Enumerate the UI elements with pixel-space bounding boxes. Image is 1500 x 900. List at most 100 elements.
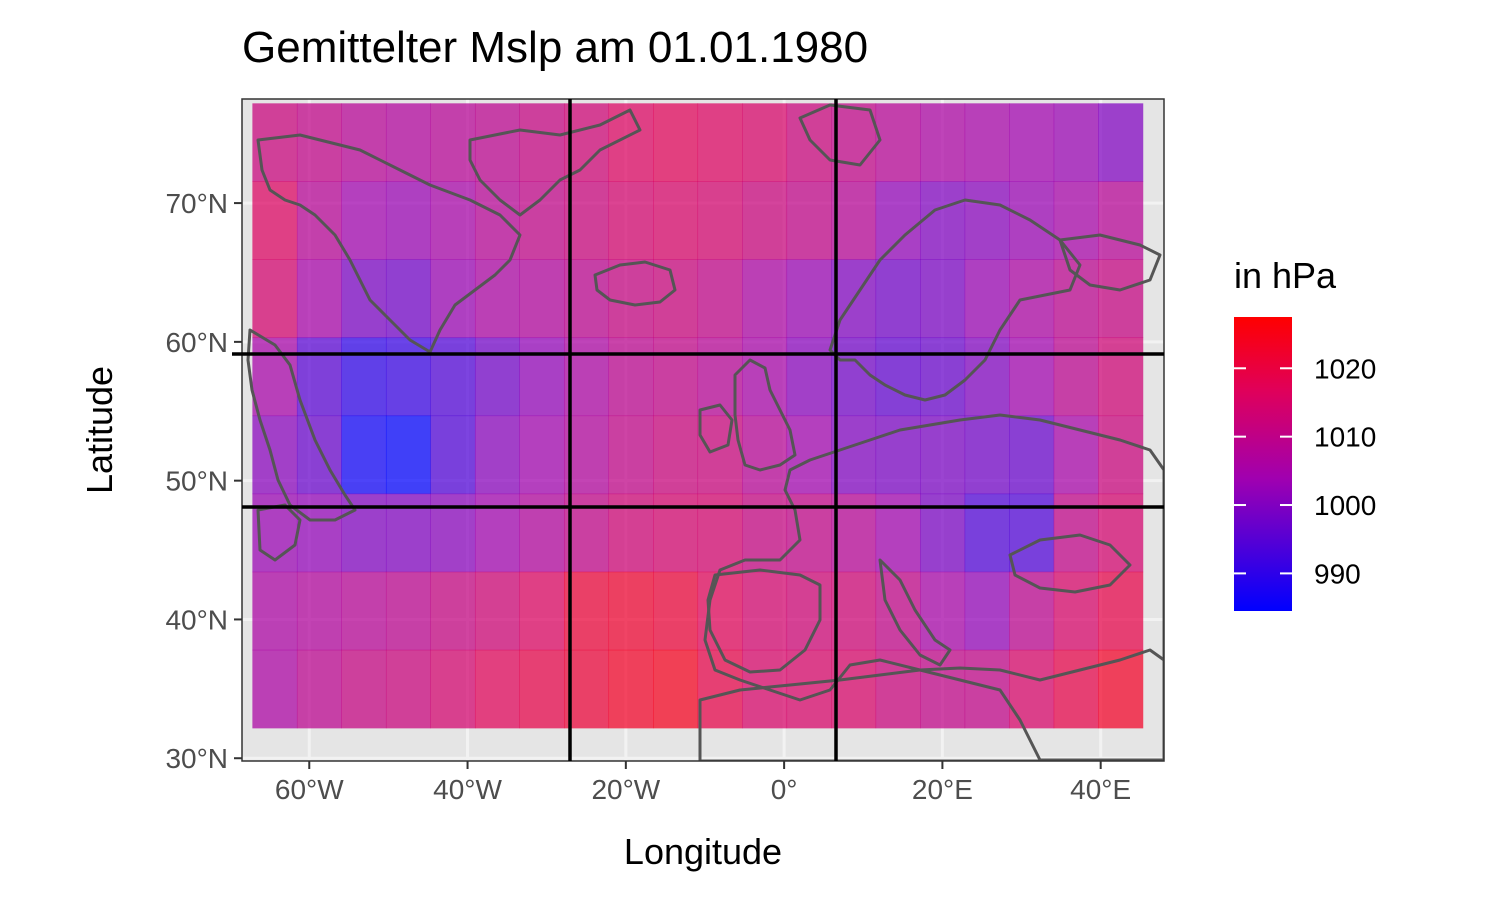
- heatmap-cell: [742, 337, 788, 417]
- y-tick-label: 70°N: [165, 188, 228, 219]
- heatmap-cell: [964, 337, 1010, 417]
- heatmap-cell: [474, 103, 520, 182]
- x-tick-label: 60°W: [275, 774, 344, 805]
- heatmap-cell: [875, 181, 921, 260]
- x-tick-label: 20°W: [591, 774, 660, 805]
- heatmap-cell: [474, 649, 520, 729]
- heatmap-cell: [697, 259, 743, 339]
- heatmap-cell: [697, 415, 743, 495]
- heatmap-cell: [296, 649, 342, 729]
- heatmap-cell: [252, 571, 298, 651]
- heatmap-cell: [385, 415, 431, 495]
- heatmap-cell: [341, 415, 387, 495]
- heatmap-cell: [296, 337, 342, 417]
- legend-ticks: 990 1000 1010 1020: [1234, 353, 1376, 589]
- heatmap-cell: [742, 103, 788, 182]
- y-axis-title: Latitude: [79, 366, 120, 494]
- heatmap-cell: [875, 259, 921, 339]
- heatmap-cell: [519, 103, 565, 182]
- legend-colorbar: [1234, 317, 1292, 611]
- x-tick-label: 20°E: [912, 774, 973, 805]
- heatmap-cell: [742, 415, 788, 495]
- coastline-greenland: [256, 133, 522, 354]
- heatmap-cell: [697, 103, 743, 182]
- heatmap-cell: [920, 259, 966, 339]
- heatmap-cell: [430, 337, 476, 417]
- heatmap-cell: [1053, 571, 1099, 651]
- heatmap-cell: [252, 415, 298, 495]
- heatmap-cell: [608, 415, 654, 495]
- heatmap-cell: [608, 649, 654, 729]
- heatmap-cell: [1009, 103, 1055, 182]
- heatmap-cell: [474, 337, 520, 417]
- heatmap-cell: [608, 181, 654, 260]
- heatmap-cell: [831, 181, 877, 260]
- coastline-black-sea: [1008, 533, 1132, 594]
- legend-tick-label: 990: [1314, 558, 1361, 589]
- heatmap-cell: [875, 103, 921, 182]
- heatmap-cell: [1098, 337, 1144, 417]
- panel-border: [241, 98, 1165, 762]
- heatmap-cell: [296, 415, 342, 495]
- heatmap-cell: [964, 181, 1010, 260]
- heatmap-cell: [519, 571, 565, 651]
- heatmap-cell: [341, 181, 387, 260]
- color-legend: in hPa 990 1000 1010 1020: [1234, 255, 1376, 611]
- heatmap-cell: [252, 103, 298, 182]
- heatmap-cell: [786, 181, 832, 260]
- heatmap-cell: [252, 337, 298, 417]
- coastline-north-africa: [698, 648, 1164, 761]
- heatmap-cell: [430, 103, 476, 182]
- coastline-newfoundland: [256, 503, 302, 562]
- heatmap-cell: [252, 649, 298, 729]
- heatmap-cell: [920, 571, 966, 651]
- heatmap-cell: [385, 181, 431, 260]
- heatmap-cell: [742, 571, 788, 651]
- heatmap-cell: [831, 103, 877, 182]
- coastline-iceland: [593, 260, 677, 307]
- heatmap-cell: [519, 259, 565, 339]
- axes: 60°W 40°W 20°W 0° 20°E 40°E 30°N 40°N 50°N 60°N 70…: [165, 188, 1131, 805]
- heatmap-cell: [1053, 415, 1099, 495]
- heatmap-cell: [653, 337, 699, 417]
- heatmap-cell: [1098, 259, 1144, 339]
- legend-tick-label: 1020: [1314, 353, 1376, 384]
- heatmap-cell: [964, 649, 1010, 729]
- heatmap-cell: [474, 571, 520, 651]
- heatmap-cell: [385, 571, 431, 651]
- heatmap-cell: [296, 571, 342, 651]
- x-tick-label: 40°W: [433, 774, 502, 805]
- coastline-iberia: [706, 568, 822, 674]
- heatmap-cell: [341, 337, 387, 417]
- heatmap-cell: [430, 571, 476, 651]
- heatmap-cell: [1009, 337, 1055, 417]
- heatmap-cell: [964, 103, 1010, 182]
- legend-title: in hPa: [1234, 255, 1337, 296]
- heatmap-cell: [519, 649, 565, 729]
- heatmap-cell: [920, 337, 966, 417]
- heatmap-cell: [296, 259, 342, 339]
- heatmap-cell: [474, 415, 520, 495]
- heatmap-cell: [385, 649, 431, 729]
- heatmap-cell: [653, 571, 699, 651]
- heatmap-cell: [697, 649, 743, 729]
- x-tick-label: 0°: [771, 774, 798, 805]
- heatmap-cell: [831, 571, 877, 651]
- heatmap-cell: [608, 259, 654, 339]
- heatmap-cell: [385, 337, 431, 417]
- heatmap-cell: [252, 259, 298, 339]
- heatmap-cell: [786, 571, 832, 651]
- heatmap-cell: [1053, 649, 1099, 729]
- heatmap-cell: [1098, 571, 1144, 651]
- legend-tick-label: 1010: [1314, 422, 1376, 453]
- heatmap-cell: [653, 103, 699, 182]
- heatmap-cell: [519, 337, 565, 417]
- heatmap-cell: [742, 181, 788, 260]
- heatmap-cell: [385, 103, 431, 182]
- legend-tick-label: 1000: [1314, 490, 1376, 521]
- heatmap-cell: [875, 649, 921, 729]
- heatmap-cells: [252, 103, 1144, 729]
- heatmap-cell: [1053, 103, 1099, 182]
- heatmap-cell: [1098, 649, 1144, 729]
